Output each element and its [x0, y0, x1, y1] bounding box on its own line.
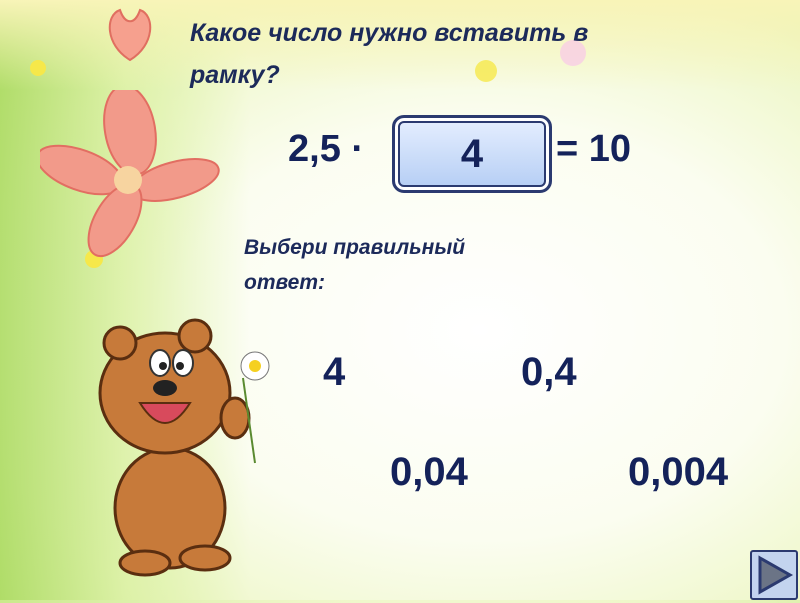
question-line-1: Какое число нужно вставить в: [190, 19, 589, 47]
bear-illustration: [98, 318, 270, 577]
option-0-4[interactable]: 0,4: [521, 350, 577, 394]
decor-dot: [475, 60, 497, 82]
prompt-line-2: ответ:: [244, 271, 326, 294]
play-triangle-icon: [758, 555, 794, 595]
prompt-text: Выбери правильный ответ:: [244, 230, 604, 300]
equation-right: = 10: [556, 128, 632, 170]
option-0-004[interactable]: 0,004: [628, 450, 729, 494]
flower-illustration: [40, 90, 220, 258]
option-4[interactable]: 4: [323, 350, 346, 394]
question-text: Какое число нужно вставить в рамку?: [190, 12, 770, 96]
decor-dot: [560, 40, 586, 66]
equation-left: 2,5 ·: [288, 128, 365, 170]
option-0-04[interactable]: 0,04: [390, 450, 468, 494]
flower-top-icon: [108, 8, 152, 62]
decor-dot: [30, 60, 46, 76]
answer-frame: 4: [392, 115, 552, 193]
question-line-2: рамку?: [190, 61, 280, 89]
prompt-line-1: Выбери правильный: [244, 236, 466, 259]
next-slide-button[interactable]: [750, 550, 798, 600]
